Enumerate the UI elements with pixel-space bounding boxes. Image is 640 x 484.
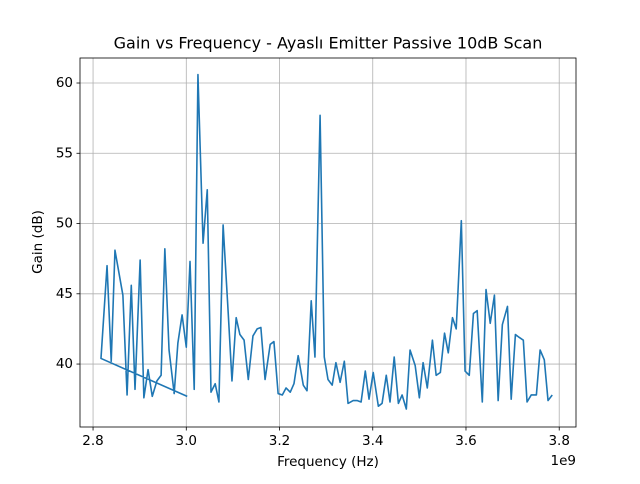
plot-frame (79, 57, 577, 428)
y-tick-label: 45 (56, 286, 73, 302)
x-tick-label: 3.0 (176, 433, 197, 449)
y-tick-label: 55 (56, 145, 73, 161)
data-line (100, 73, 553, 410)
x-tick-label: 2.8 (82, 433, 103, 449)
x-axis-label: Frequency (Hz) (277, 454, 379, 470)
y-axis-label: Gain (dB) (30, 210, 46, 274)
y-tick-label: 40 (56, 356, 73, 372)
chart-title: Gain vs Frequency - Ayaslı Emitter Passi… (114, 34, 543, 53)
x-tick-label: 3.8 (548, 433, 569, 449)
y-tick-label: 50 (56, 216, 73, 232)
x-tick-label: 3.4 (362, 433, 383, 449)
x-tick-label: 3.6 (455, 433, 476, 449)
y-tick-label: 60 (56, 75, 73, 91)
x-offset-label: 1e9 (551, 453, 576, 469)
x-tick-label: 3.2 (269, 433, 290, 449)
